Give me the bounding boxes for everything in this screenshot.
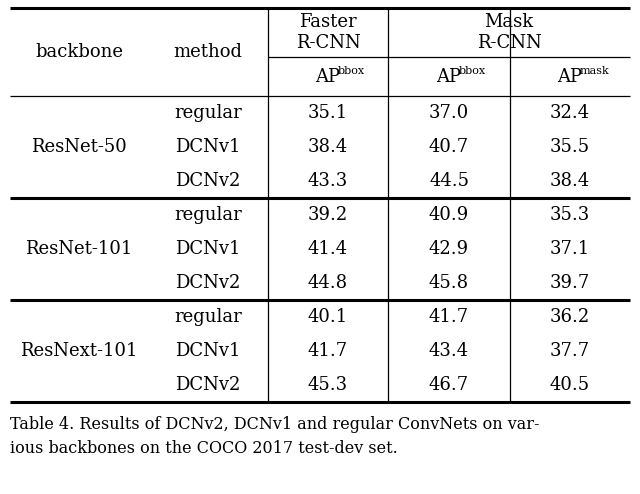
Text: 46.7: 46.7 [429, 376, 469, 394]
Text: ResNet-50: ResNet-50 [31, 138, 127, 156]
Text: 40.5: 40.5 [550, 376, 590, 394]
Text: 43.4: 43.4 [429, 342, 469, 360]
Text: DCNv2: DCNv2 [175, 274, 241, 292]
Text: regular: regular [174, 206, 242, 224]
Text: 44.8: 44.8 [308, 274, 348, 292]
Text: regular: regular [174, 308, 242, 326]
Text: DCNv1: DCNv1 [175, 138, 241, 156]
Text: 41.4: 41.4 [308, 240, 348, 258]
Text: DCNv1: DCNv1 [175, 342, 241, 360]
Text: ResNet-101: ResNet-101 [26, 240, 132, 258]
Text: 41.7: 41.7 [429, 308, 469, 326]
Text: Faster
R-CNN: Faster R-CNN [296, 13, 360, 52]
Text: 43.3: 43.3 [308, 172, 348, 190]
Text: bbox: bbox [338, 66, 365, 76]
Text: 40.1: 40.1 [308, 308, 348, 326]
Text: 35.3: 35.3 [550, 206, 590, 224]
Text: 45.3: 45.3 [308, 376, 348, 394]
Text: AP: AP [436, 68, 461, 85]
Text: DCNv1: DCNv1 [175, 240, 241, 258]
Text: 37.0: 37.0 [429, 104, 469, 122]
Text: regular: regular [174, 104, 242, 122]
Text: 39.2: 39.2 [308, 206, 348, 224]
Text: 45.8: 45.8 [429, 274, 469, 292]
Text: backbone: backbone [35, 43, 123, 61]
Text: 38.4: 38.4 [308, 138, 348, 156]
Text: Mask
R-CNN: Mask R-CNN [477, 13, 541, 52]
Text: 35.5: 35.5 [550, 138, 590, 156]
Text: 40.7: 40.7 [429, 138, 469, 156]
Text: AP: AP [557, 68, 582, 85]
Text: 40.9: 40.9 [429, 206, 469, 224]
Text: method: method [173, 43, 243, 61]
Text: 32.4: 32.4 [550, 104, 590, 122]
Text: 41.7: 41.7 [308, 342, 348, 360]
Text: DCNv2: DCNv2 [175, 172, 241, 190]
Text: 39.7: 39.7 [550, 274, 590, 292]
Text: DCNv2: DCNv2 [175, 376, 241, 394]
Text: ResNext-101: ResNext-101 [20, 342, 138, 360]
Text: mask: mask [580, 66, 610, 76]
Text: Table 4. Results of DCNv2, DCNv1 and regular ConvNets on var-
ious backbones on : Table 4. Results of DCNv2, DCNv1 and reg… [10, 416, 540, 456]
Text: 35.1: 35.1 [308, 104, 348, 122]
Text: 37.7: 37.7 [550, 342, 590, 360]
Text: AP: AP [316, 68, 340, 85]
Text: 42.9: 42.9 [429, 240, 469, 258]
Text: 38.4: 38.4 [550, 172, 590, 190]
Text: 44.5: 44.5 [429, 172, 469, 190]
Text: 36.2: 36.2 [550, 308, 590, 326]
Text: bbox: bbox [459, 66, 486, 76]
Text: 37.1: 37.1 [550, 240, 590, 258]
